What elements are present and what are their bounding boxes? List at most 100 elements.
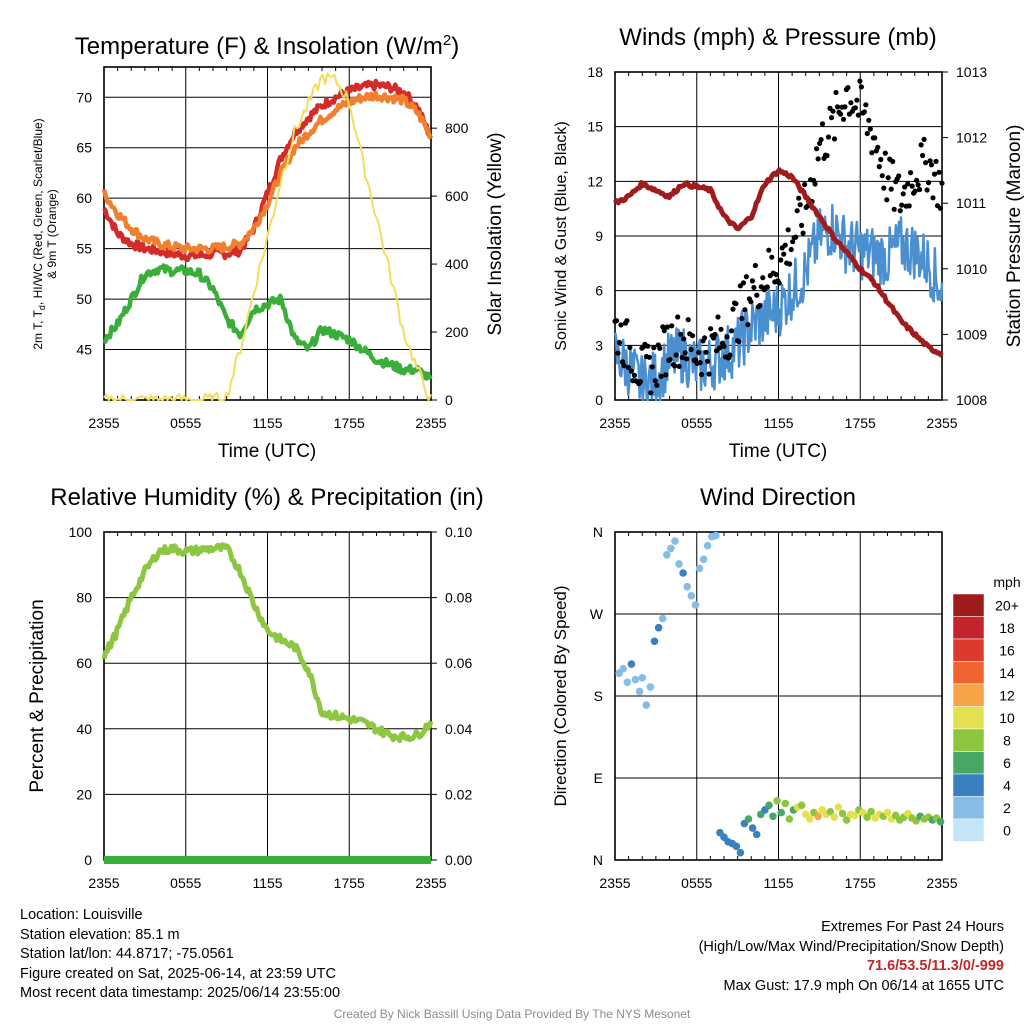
gust-point — [752, 262, 759, 269]
credit-text: Created By Nick Bassill Using Data Provi… — [333, 1007, 691, 1021]
panel1-ylabel-rest: , HI/WC (Red, Green, Scarlet/Blue) — [31, 118, 45, 305]
direction-point — [703, 541, 712, 550]
panel4-ytick-label: E — [594, 770, 603, 786]
gust-point — [705, 358, 711, 364]
direction-point — [838, 809, 847, 818]
panel3-ytick-label: 20 — [76, 786, 92, 802]
gust-point — [718, 326, 724, 332]
direction-point — [826, 807, 835, 816]
direction-point — [744, 815, 753, 823]
gust-point — [661, 328, 667, 334]
gust-point — [848, 100, 854, 106]
gust-point — [631, 372, 638, 378]
gust-point — [796, 195, 802, 201]
gust-point — [928, 162, 935, 168]
panel4-ytick-label: N — [593, 524, 603, 540]
colorbar-swatch — [952, 661, 985, 685]
panel3-title: Relative Humidity (%) & Precipitation (i… — [50, 484, 483, 511]
gust-point — [637, 379, 644, 385]
panel2-ylabel-right: Station Pressure (Maroon) — [1004, 125, 1024, 348]
panel1-ylabel-sub: d — [37, 305, 47, 310]
gust-point — [715, 314, 721, 320]
extremes-values: 71.6/53.5/11.3/0/-999 — [866, 958, 1004, 974]
gust-point — [785, 227, 791, 233]
gust-point — [649, 364, 655, 370]
panel2-ytick-label: 0 — [595, 392, 603, 408]
gust-point — [730, 306, 736, 312]
direction-point — [781, 799, 790, 808]
gust-point — [625, 364, 632, 371]
panel3-y2tick-label: 0.06 — [445, 655, 472, 671]
direction-point — [748, 824, 757, 832]
pressure-line — [613, 167, 944, 358]
gust-point — [664, 324, 670, 330]
panel2-xtick-label: 0555 — [681, 415, 712, 431]
direction-point — [699, 555, 708, 564]
colorbar-swatch — [952, 773, 985, 797]
panel4-ytick-label: S — [594, 688, 603, 704]
gust-point — [745, 322, 751, 328]
gust-point — [667, 356, 673, 363]
gust-point — [926, 180, 932, 186]
panel2-y2tick-label: 1009 — [956, 326, 987, 342]
panel4-xtick-label: 0555 — [681, 875, 712, 891]
panel4-xtick-label: 2355 — [599, 875, 630, 891]
gust-point — [788, 246, 794, 253]
direction-point — [842, 816, 851, 824]
temp-2m-line — [102, 78, 433, 263]
humidity-line — [101, 542, 434, 744]
gust-point — [799, 222, 805, 228]
panel2-xlabel: Time (UTC) — [729, 441, 828, 462]
gust-point — [834, 104, 841, 110]
direction-point — [851, 811, 859, 820]
panel1-title-sup: 2 — [443, 32, 451, 49]
panel1-ytick-label: 60 — [76, 190, 92, 206]
gust-point — [678, 331, 684, 337]
gust-point — [706, 371, 712, 377]
colorbar-unit: mph — [993, 574, 1020, 590]
panel3-ytick-label: 40 — [76, 721, 92, 737]
gust-point — [651, 345, 657, 351]
direction-point — [687, 592, 696, 600]
gust-point — [760, 275, 766, 281]
gust-point — [685, 317, 691, 323]
gust-point — [879, 173, 885, 179]
gust-point — [842, 104, 848, 110]
gust-point — [690, 333, 696, 339]
direction-point — [658, 614, 667, 623]
gust-point — [627, 344, 633, 351]
panel3-y2tick-label: 0.00 — [445, 852, 472, 868]
gust-point — [751, 284, 757, 291]
panel2-ytick-label: 18 — [587, 64, 603, 80]
panel3-y2tick-label: 0.02 — [445, 786, 472, 802]
panel2-xtick-label: 2355 — [599, 415, 630, 431]
gust-point — [682, 350, 688, 356]
panel2-y2tick-label: 1010 — [956, 261, 987, 277]
panel1-xlabel: Time (UTC) — [218, 441, 317, 462]
panel1-xtick-label: 2355 — [415, 415, 446, 431]
panel2-y2tick-label: 1013 — [956, 64, 987, 80]
panel3-xtick-label: 1155 — [252, 875, 282, 891]
panel1-y2tick-label: 400 — [445, 256, 469, 272]
sonic-wind-line — [613, 203, 944, 402]
gust-point — [800, 230, 806, 236]
gust-point — [833, 89, 839, 96]
gust-point — [906, 203, 912, 209]
gust-point — [927, 158, 933, 164]
gust-point — [613, 318, 620, 324]
panel1-y2tick-label: 0 — [445, 392, 453, 408]
gust-point — [681, 336, 687, 342]
gust-point — [797, 202, 803, 208]
panel4-title: Wind Direction — [700, 484, 856, 511]
gust-point — [776, 280, 782, 286]
created-text: Figure created on Sat, 2025-06-14, at 23… — [20, 965, 336, 982]
direction-point — [830, 813, 839, 821]
direction-point — [773, 797, 781, 805]
direction-point — [650, 637, 659, 646]
gust-point — [815, 156, 821, 162]
panel3-ylabel-left: Percent & Precipitation — [27, 599, 48, 792]
panel2-y2tick-label: 1012 — [956, 130, 987, 146]
gust-point — [645, 343, 651, 349]
gust-point — [863, 102, 869, 108]
gust-point — [845, 85, 851, 91]
